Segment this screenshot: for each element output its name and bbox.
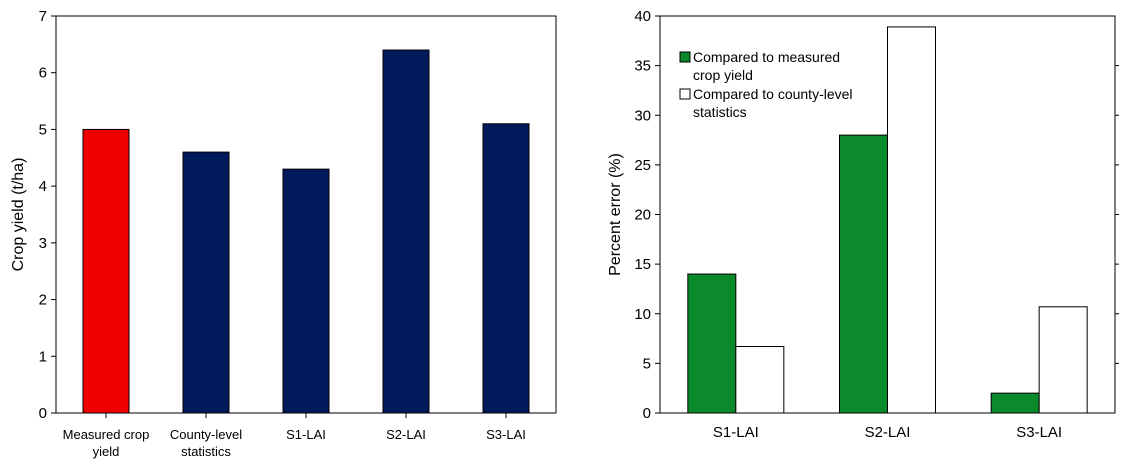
y-tick-label: 25 xyxy=(634,157,651,174)
x-tick-label: County-level xyxy=(170,427,242,442)
y-tick-label: 3 xyxy=(39,235,47,252)
bar xyxy=(182,151,230,414)
y-tick-label: 7 xyxy=(39,8,47,25)
legend-swatch xyxy=(679,88,691,100)
bar xyxy=(382,49,430,414)
y-tick-label: 35 xyxy=(634,58,651,75)
crop-yield-chart: 0 1 2 3 4 5 6 7 Measured crop yield County-level st… xyxy=(10,8,557,459)
legend-entry: crop yield xyxy=(693,67,753,83)
y-tick-label: 10 xyxy=(634,306,651,323)
bar xyxy=(839,134,888,414)
y-tick-label: 0 xyxy=(643,405,651,422)
bar xyxy=(735,346,785,414)
y-tick-label: 0 xyxy=(39,405,47,422)
y-tick-label: 15 xyxy=(634,256,651,273)
y-tick-label: 5 xyxy=(643,355,651,372)
x-tick-label: Measured crop xyxy=(63,427,150,442)
y-axis-label: Percent error (%) xyxy=(607,153,624,276)
x-tick-label: S1-LAI xyxy=(713,424,759,441)
percent-error-chart: 0 5 10 15 20 25 30 35 40 S1-LAI S2-LAI S3-LAI Compar… xyxy=(607,8,1119,441)
y-tick-label: 40 xyxy=(634,8,651,25)
y-tick-label: 4 xyxy=(39,178,47,195)
x-tick-label: yield xyxy=(93,444,120,459)
legend-entry: statistics xyxy=(693,104,747,120)
y-tick-label: 1 xyxy=(39,348,47,365)
legend-swatch xyxy=(679,51,691,63)
x-tick-label: S2-LAI xyxy=(865,424,911,441)
bar xyxy=(282,168,330,414)
legend-entry: Compared to measured xyxy=(693,49,840,65)
y-tick-label: 2 xyxy=(39,292,47,309)
y-tick-label: 20 xyxy=(634,207,651,224)
bar xyxy=(482,123,530,414)
bar xyxy=(1038,306,1088,414)
bar xyxy=(990,392,1040,414)
x-tick-label: S3-LAI xyxy=(1016,424,1062,441)
y-tick-label: 30 xyxy=(634,107,651,124)
x-tick-label: S3-LAI xyxy=(486,427,526,442)
bar xyxy=(887,26,936,414)
x-tick-label: S2-LAI xyxy=(386,427,426,442)
bar xyxy=(82,128,130,414)
y-axis-label: Crop yield (t/ha) xyxy=(10,158,27,272)
x-tick-label: statistics xyxy=(181,444,231,459)
x-tick-label: S1-LAI xyxy=(286,427,326,442)
y-tick-label: 6 xyxy=(39,65,47,82)
y-tick-label: 5 xyxy=(39,121,47,138)
bar xyxy=(687,273,737,414)
legend-entry: Compared to county-level xyxy=(693,86,853,102)
